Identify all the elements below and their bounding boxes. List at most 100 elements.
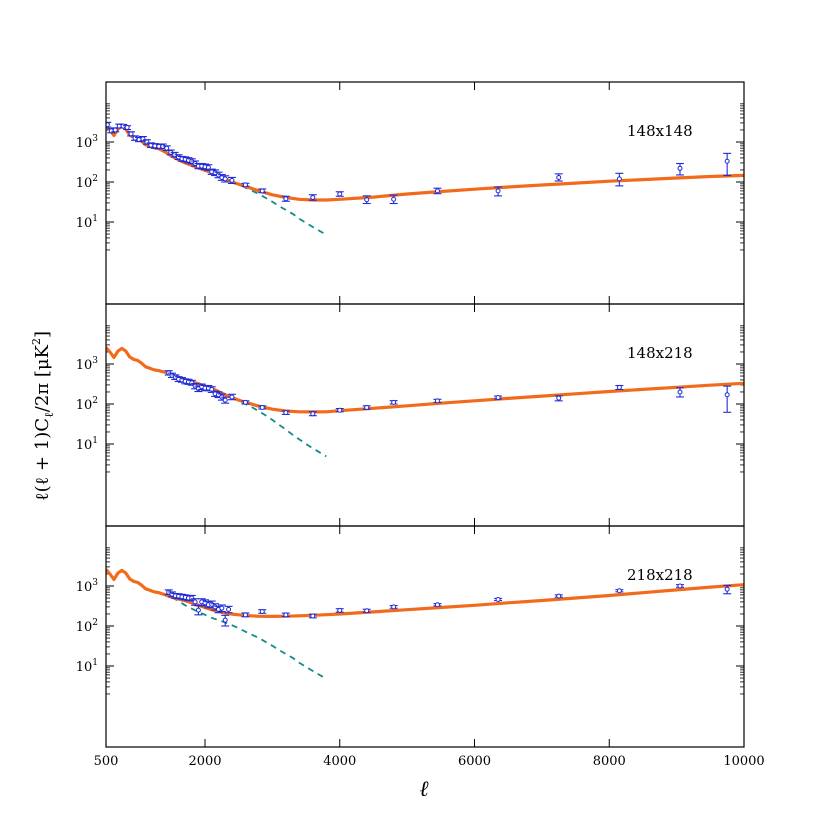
data-marker xyxy=(337,191,343,197)
data-point xyxy=(335,407,344,413)
data-point xyxy=(362,608,371,614)
data-marker xyxy=(242,612,248,618)
data-point xyxy=(142,139,151,145)
model-curve xyxy=(106,346,744,414)
y-tick-label: 103 xyxy=(76,578,99,595)
panel-label: 148x218 xyxy=(627,344,693,362)
data-marker xyxy=(283,196,289,202)
data-point xyxy=(554,173,563,182)
y-axis-label-sub: ℓ xyxy=(42,412,56,418)
y-tick-label: 102 xyxy=(76,618,98,635)
panel-frame xyxy=(105,525,745,748)
cmb-curve xyxy=(171,596,327,680)
data-marker xyxy=(189,595,195,601)
data-marker xyxy=(434,602,440,608)
x-tick-label: 6000 xyxy=(458,754,491,769)
data-marker xyxy=(222,397,228,403)
data-point xyxy=(675,583,684,589)
data-point xyxy=(308,411,317,417)
data-point xyxy=(389,399,398,405)
data-point xyxy=(258,609,267,615)
data-marker xyxy=(283,612,289,618)
data-marker xyxy=(310,194,316,200)
data-marker xyxy=(556,174,562,180)
data-marker xyxy=(132,135,138,141)
data-marker xyxy=(156,143,162,149)
data-marker xyxy=(616,176,622,182)
data-marker xyxy=(364,404,370,410)
data-marker xyxy=(364,197,370,203)
data-point xyxy=(723,584,732,595)
data-marker xyxy=(259,609,265,615)
data-marker xyxy=(242,182,248,188)
data-marker xyxy=(556,395,562,401)
data-point xyxy=(281,612,290,618)
data-point xyxy=(335,607,344,613)
data-marker xyxy=(195,607,201,613)
data-marker xyxy=(219,605,225,611)
data-marker xyxy=(226,606,232,612)
data-point xyxy=(111,127,120,133)
plot-area xyxy=(106,568,744,680)
data-marker xyxy=(677,389,683,395)
y-axis-label-tail: /2π [μK xyxy=(32,344,53,412)
y-tick-label: 103 xyxy=(76,356,99,373)
cmb-curve xyxy=(231,396,327,458)
data-marker xyxy=(724,158,730,164)
data-point xyxy=(389,194,398,205)
data-marker xyxy=(337,407,343,413)
x-tick-label: 2000 xyxy=(188,754,221,769)
data-point xyxy=(221,614,230,627)
data-point xyxy=(433,187,442,195)
data-point xyxy=(335,191,344,197)
data-point xyxy=(221,175,230,183)
panel-148x148: 101 102 103 148x148 xyxy=(76,81,745,305)
data-point xyxy=(241,182,250,188)
data-marker xyxy=(112,127,118,133)
data-point xyxy=(615,384,624,391)
data-marker xyxy=(495,596,501,602)
data-marker xyxy=(337,607,343,613)
data-point xyxy=(187,379,196,386)
data-point xyxy=(362,404,371,410)
data-point xyxy=(675,162,684,176)
y-axis-label-end: ] xyxy=(32,331,53,338)
x-axis: 500 2000 4000 6000 8000 10000 xyxy=(94,754,765,769)
data-point xyxy=(723,385,732,413)
data-point xyxy=(227,176,236,184)
data-point xyxy=(217,604,226,613)
data-marker xyxy=(556,593,562,599)
data-point xyxy=(433,602,442,608)
data-marker xyxy=(677,165,683,171)
data-marker xyxy=(434,188,440,194)
data-marker xyxy=(222,176,228,182)
data-point xyxy=(615,588,624,594)
panel-218x218: 101 102 103 218x218 xyxy=(76,525,745,748)
data-point xyxy=(675,387,684,398)
y-tick-label: 101 xyxy=(76,436,98,453)
data-point xyxy=(554,395,563,402)
y-tick-label: 103 xyxy=(76,134,99,151)
panel-label: 148x148 xyxy=(627,122,693,140)
data-marker xyxy=(222,617,228,623)
data-marker xyxy=(391,399,397,405)
data-marker xyxy=(259,404,265,410)
data-marker xyxy=(391,196,397,202)
cmb-curve xyxy=(231,181,327,236)
data-point xyxy=(723,152,732,177)
data-marker xyxy=(310,613,316,619)
data-marker xyxy=(310,411,316,417)
data-point xyxy=(187,594,196,602)
data-marker xyxy=(189,380,195,386)
data-point xyxy=(433,398,442,404)
y-tick-label: 101 xyxy=(76,658,98,675)
data-point xyxy=(281,410,290,416)
panel-148x218: 101 102 103 148x218 xyxy=(76,303,745,527)
data-point xyxy=(308,194,317,201)
x-tick-label: 8000 xyxy=(593,754,626,769)
data-point xyxy=(207,386,216,393)
data-marker xyxy=(434,398,440,404)
panel-label: 218x218 xyxy=(627,566,693,584)
